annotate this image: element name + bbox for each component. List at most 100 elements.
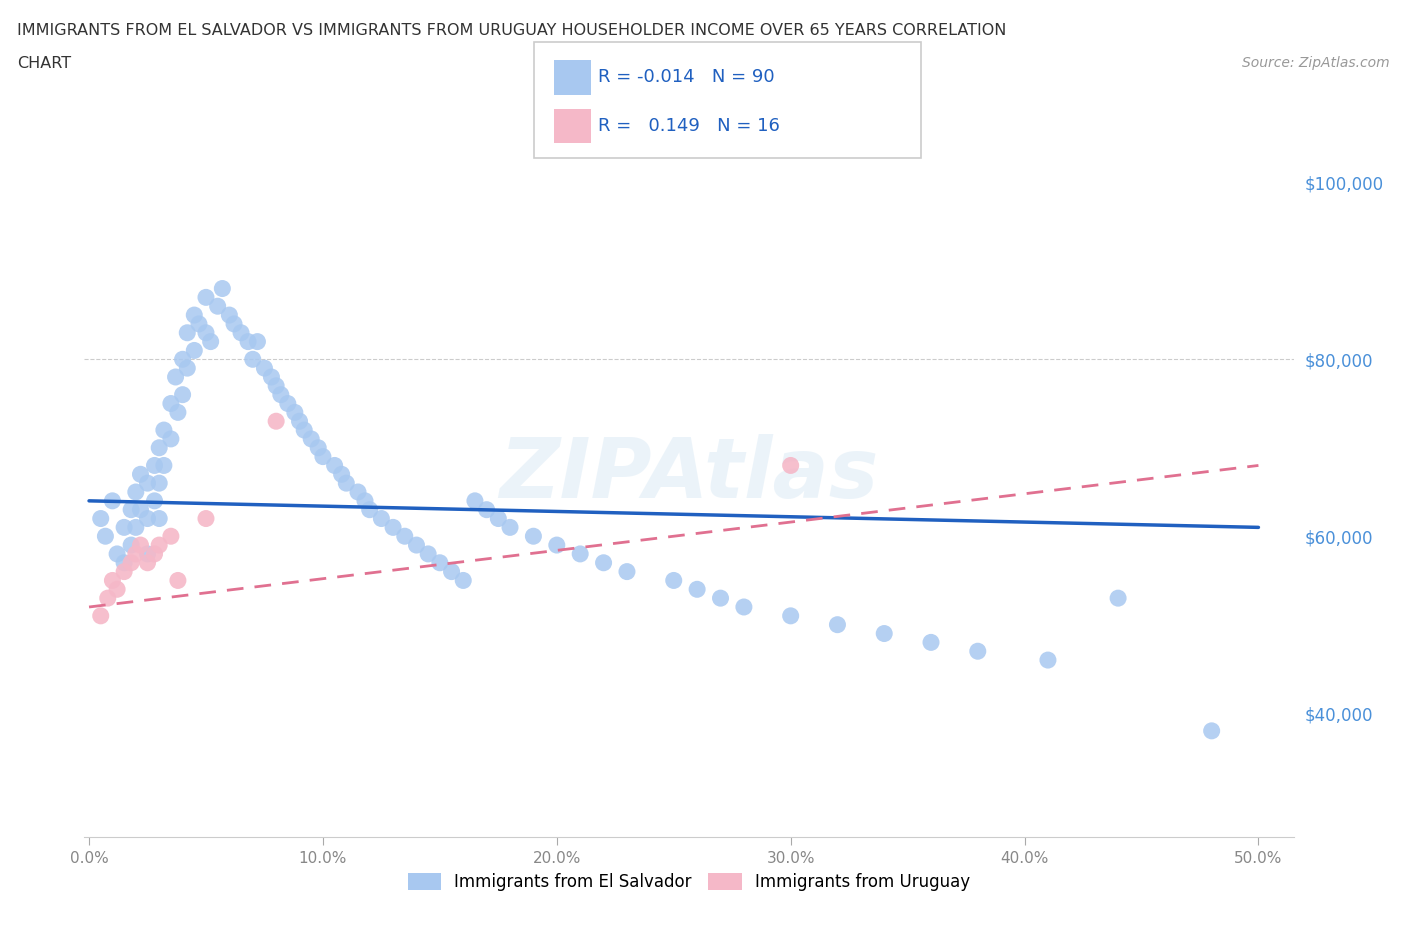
Point xyxy=(464,494,486,509)
Point xyxy=(354,494,377,509)
Point xyxy=(148,538,170,552)
Point xyxy=(451,573,474,588)
Point xyxy=(405,538,427,552)
Point xyxy=(105,547,128,562)
Point xyxy=(188,316,211,331)
Point xyxy=(330,467,353,482)
Point xyxy=(101,573,124,588)
Point xyxy=(486,512,509,526)
Point xyxy=(94,529,117,544)
Point xyxy=(120,538,142,552)
Point xyxy=(418,547,440,562)
Legend: Immigrants from El Salvador, Immigrants from Uruguay: Immigrants from El Salvador, Immigrants … xyxy=(401,866,977,897)
Point xyxy=(143,494,166,509)
Point xyxy=(277,396,299,411)
Point xyxy=(569,547,592,562)
Point xyxy=(136,476,159,491)
Point xyxy=(136,512,159,526)
Point xyxy=(143,547,166,562)
Point xyxy=(429,555,451,570)
Point xyxy=(440,565,463,579)
Point xyxy=(129,502,152,517)
Point xyxy=(260,369,283,384)
Point xyxy=(167,573,190,588)
Point xyxy=(183,308,205,323)
Point xyxy=(148,440,170,455)
Point xyxy=(299,432,322,446)
Point xyxy=(270,387,292,402)
Point xyxy=(522,529,544,544)
Point xyxy=(284,405,307,419)
Point xyxy=(779,458,801,472)
Point xyxy=(112,520,135,535)
Point xyxy=(112,555,135,570)
Point xyxy=(264,379,287,393)
Point xyxy=(779,608,801,623)
Point xyxy=(176,326,198,340)
Point xyxy=(920,635,942,650)
Point xyxy=(1036,653,1059,668)
Point xyxy=(129,467,152,482)
Point xyxy=(264,414,287,429)
Point xyxy=(153,422,176,437)
Point xyxy=(370,512,392,526)
Point xyxy=(136,547,159,562)
Text: IMMIGRANTS FROM EL SALVADOR VS IMMIGRANTS FROM URUGUAY HOUSEHOLDER INCOME OVER 6: IMMIGRANTS FROM EL SALVADOR VS IMMIGRANT… xyxy=(17,23,1007,38)
Text: R =   0.149   N = 16: R = 0.149 N = 16 xyxy=(598,116,779,135)
Point xyxy=(242,352,264,366)
Point xyxy=(1201,724,1223,738)
Point xyxy=(873,626,896,641)
Text: R = -0.014   N = 90: R = -0.014 N = 90 xyxy=(598,68,775,86)
Point xyxy=(194,326,217,340)
Point xyxy=(97,591,120,605)
Point xyxy=(167,405,190,419)
Point xyxy=(172,352,194,366)
Point xyxy=(160,396,183,411)
Point xyxy=(499,520,522,535)
Point xyxy=(160,529,183,544)
Point xyxy=(160,432,183,446)
Point xyxy=(172,387,194,402)
Text: CHART: CHART xyxy=(17,56,70,71)
Point xyxy=(546,538,568,552)
Point xyxy=(312,449,335,464)
Point xyxy=(148,476,170,491)
Point xyxy=(592,555,614,570)
Point xyxy=(120,502,142,517)
Point xyxy=(148,512,170,526)
Point xyxy=(323,458,346,472)
Point xyxy=(101,494,124,509)
Point xyxy=(194,290,217,305)
Point xyxy=(194,512,217,526)
Point xyxy=(125,547,148,562)
Text: ZIPAtlas: ZIPAtlas xyxy=(499,433,879,515)
Point xyxy=(176,361,198,376)
Point xyxy=(183,343,205,358)
Point xyxy=(686,582,709,597)
Point xyxy=(827,618,849,632)
Point xyxy=(165,369,187,384)
Point xyxy=(246,334,269,349)
Point xyxy=(125,520,148,535)
Point xyxy=(347,485,370,499)
Point xyxy=(105,582,128,597)
Point xyxy=(129,538,152,552)
Point xyxy=(90,512,112,526)
Point xyxy=(394,529,416,544)
Point xyxy=(200,334,222,349)
Point xyxy=(143,458,166,472)
Point xyxy=(616,565,638,579)
Point xyxy=(359,502,381,517)
Point xyxy=(253,361,276,376)
Point xyxy=(662,573,685,588)
Point xyxy=(966,644,988,658)
Point xyxy=(292,422,315,437)
Text: Source: ZipAtlas.com: Source: ZipAtlas.com xyxy=(1241,56,1389,70)
Point xyxy=(207,299,229,313)
Point xyxy=(90,608,112,623)
Point xyxy=(125,485,148,499)
Point xyxy=(153,458,176,472)
Point xyxy=(218,308,240,323)
Point xyxy=(229,326,252,340)
Point xyxy=(1107,591,1129,605)
